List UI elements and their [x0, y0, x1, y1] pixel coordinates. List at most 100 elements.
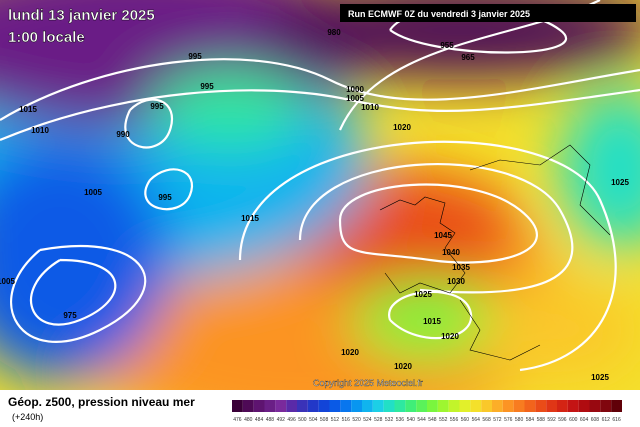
colorbar-label: 516 — [342, 417, 351, 423]
isobar-label: 995 — [150, 102, 164, 111]
colorbar-label: 556 — [450, 417, 459, 423]
colorbar-swatch — [448, 400, 460, 412]
colorbar-swatch — [492, 400, 503, 412]
colorbar-label: 592 — [547, 417, 556, 423]
isobar-label: 995 — [158, 193, 172, 202]
run-box — [340, 4, 636, 22]
colorbar-label: 504 — [309, 417, 318, 423]
colorbar-swatch — [329, 400, 341, 412]
colorbar-swatch — [481, 400, 492, 412]
isobar-label: 990 — [116, 130, 130, 139]
isobar-label: 1005 — [346, 94, 364, 103]
colorbar-swatch — [459, 400, 471, 412]
isobar-label: 1030 — [447, 277, 465, 286]
colorbar-label: 552 — [439, 417, 448, 423]
isobar-label: 1005 — [84, 188, 102, 197]
colorbar-label: 600 — [569, 417, 578, 423]
isobar-label: 995 — [200, 82, 214, 91]
colorbar-swatch — [567, 400, 579, 412]
colorbar-swatch — [362, 400, 373, 412]
colorbar-swatch — [351, 400, 362, 412]
colorbar-swatch — [589, 400, 601, 412]
colorbar-swatch — [340, 400, 352, 412]
isobar-label: 1010 — [31, 126, 49, 135]
colorbar-swatch — [416, 400, 427, 412]
colorbar-label: 616 — [612, 417, 621, 423]
colorbar-label: 480 — [244, 417, 253, 423]
colorbar-swatch — [372, 400, 384, 412]
colorbar-swatch — [232, 400, 243, 412]
colorbar-label: 500 — [298, 417, 307, 423]
colorbar-label: 492 — [277, 417, 286, 423]
colorbar-swatch — [513, 400, 525, 412]
colorbar-label: 536 — [396, 417, 405, 423]
isobar-label: 1020 — [394, 362, 412, 371]
colorbar-label: 532 — [385, 417, 394, 423]
colorbar-label: 564 — [472, 417, 481, 423]
colorbar-swatch — [264, 400, 276, 412]
colorbar-label: 576 — [504, 417, 513, 423]
colorbar-swatch — [546, 400, 557, 412]
colorbar-label: 548 — [428, 417, 437, 423]
colorbar-label: 520 — [352, 417, 361, 423]
colorbar-swatch — [611, 400, 622, 412]
colorbar-label: 540 — [407, 417, 416, 423]
coastlines — [379, 144, 611, 361]
colorbar-swatch — [242, 400, 254, 412]
colorbar-swatch — [275, 400, 287, 412]
colorbar-label: 604 — [580, 417, 589, 423]
colorbar-label: 524 — [363, 417, 372, 423]
isobar-label: 1025 — [591, 373, 609, 382]
footer-lead: (+240h) — [12, 412, 43, 422]
isobar-label: 1025 — [414, 290, 432, 299]
isobars — [0, 0, 640, 372]
isobar-label: 965 — [461, 53, 475, 62]
colorbar-label: 476 — [233, 417, 242, 423]
colorbar-swatch — [470, 400, 482, 412]
isobar-label: 1040 — [442, 248, 460, 257]
colorbar-label: 512 — [331, 417, 340, 423]
isobar-label: 1010 — [361, 103, 379, 112]
isobar-label: 1020 — [341, 348, 359, 357]
valid-time: 1:00 locale — [8, 29, 85, 46]
isobar-label: 1000 — [346, 85, 364, 94]
colorbar-swatch — [600, 400, 612, 412]
colorbar-label: 544 — [417, 417, 426, 423]
isobar-label: 1045 — [434, 231, 452, 240]
colorbar-swatch — [535, 400, 547, 412]
colorbar-swatch — [427, 400, 438, 412]
colorbar-swatch — [557, 400, 568, 412]
isobar-label: 1005 — [0, 277, 15, 286]
isobar-label: 1020 — [441, 332, 459, 341]
isobar-label: 980 — [327, 28, 341, 37]
isobar-label: 995 — [188, 52, 202, 61]
colorbar-swatch — [437, 400, 449, 412]
colorbar-label: 496 — [287, 417, 296, 423]
colorbar-swatch — [253, 400, 265, 412]
colorbar-swatch — [383, 400, 395, 412]
footer-title: Géop. z500, pression niveau mer — [8, 395, 195, 409]
colorbar-label: 596 — [558, 417, 567, 423]
colorbar-swatch — [286, 400, 297, 412]
colorbar-label: 588 — [537, 417, 546, 423]
isobar-label: 955 — [440, 41, 454, 50]
colorbar-swatch — [524, 400, 536, 412]
colorbar-label: 560 — [461, 417, 470, 423]
isobar-label: 1025 — [611, 178, 629, 187]
isobar-label: 1035 — [452, 263, 470, 272]
colorbar-label: 528 — [374, 417, 383, 423]
colorbar-label: 572 — [493, 417, 502, 423]
copyright: Copyright 2025 Meteociel.fr — [313, 378, 423, 388]
colorbar-label: 508 — [320, 417, 329, 423]
isobar-label: 1015 — [19, 105, 37, 114]
colorbar-label: 612 — [602, 417, 611, 423]
isobar-label: 975 — [63, 311, 77, 320]
colorbar-label: 484 — [255, 417, 264, 423]
colorbar-swatch — [297, 400, 308, 412]
colorbar-label: 488 — [266, 417, 275, 423]
colorbar-swatch — [502, 400, 514, 412]
colorbar-swatch — [307, 400, 319, 412]
colorbar-label: 580 — [515, 417, 524, 423]
colorbar-swatch — [405, 400, 417, 412]
